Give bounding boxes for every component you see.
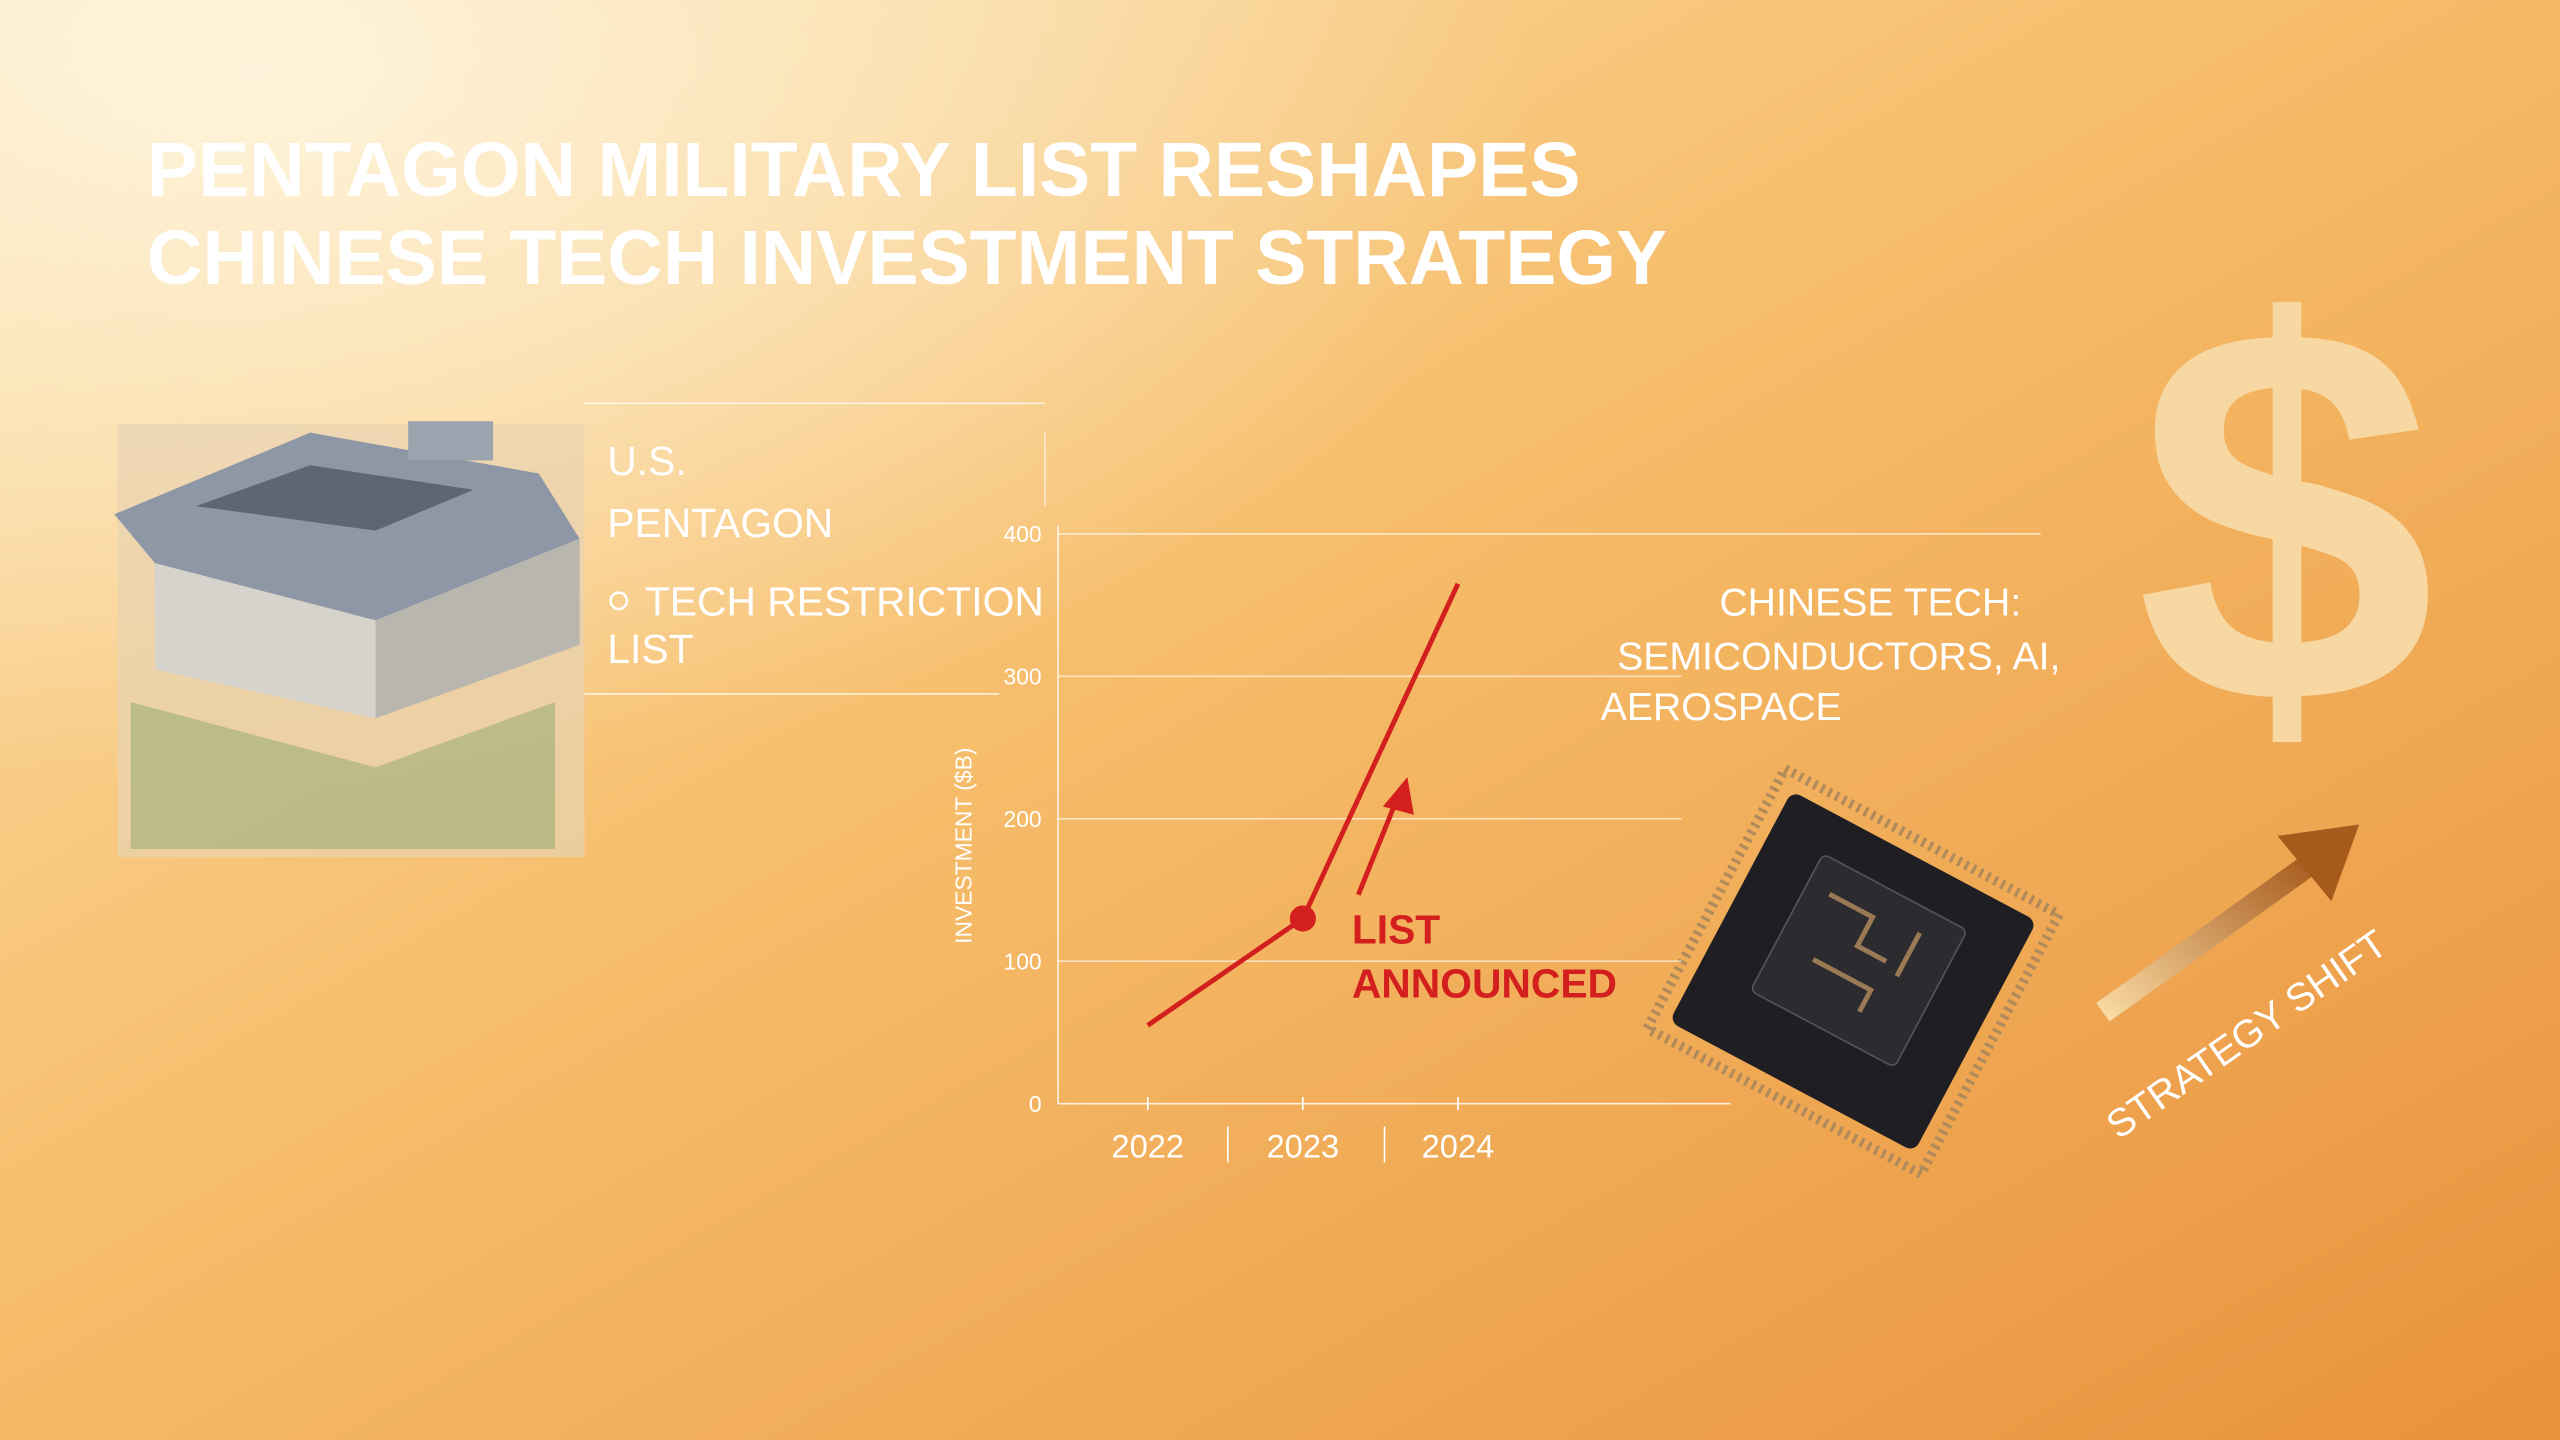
chart: INVESTMENT ($B) 0 100 200 300 400 2022 2023 202… <box>950 521 2041 1165</box>
x-tick-label: 2024 <box>1422 1128 1495 1165</box>
annotation-arrowhead <box>1382 777 1414 815</box>
x-tick-label: 2022 <box>1111 1128 1184 1165</box>
title-line: CHINESE TECH INVESTMENT STRATEGY <box>147 216 1667 301</box>
annotation-arrow <box>1356 792 1402 896</box>
label-line: PENTAGON <box>607 500 833 546</box>
title: PENTAGON MILITARY LIST RESHAPES CHINESE … <box>147 128 1667 301</box>
highlight-point <box>1289 905 1316 932</box>
bullet-line: TECH RESTRICTION <box>645 579 1044 625</box>
y-tick-label: 200 <box>1004 806 1042 832</box>
label-line: CHINESE TECH: <box>1719 582 2021 625</box>
strategy-arrow <box>2096 824 2360 1022</box>
chip-label: CHINESE TECH: SEMICONDUCTORS, AI, AEROSP… <box>1601 582 2061 729</box>
x-tick-label: 2023 <box>1267 1128 1340 1165</box>
y-axis-label: INVESTMENT ($B) <box>950 748 976 944</box>
y-tick-label: 400 <box>1004 521 1042 547</box>
y-tick-label: 300 <box>1004 663 1042 689</box>
label-line: AEROSPACE <box>1601 686 1842 729</box>
bullet <box>609 591 629 611</box>
label-line: SEMICONDUCTORS, AI, <box>1617 635 2060 678</box>
chip-illustration <box>1640 762 2066 1181</box>
pentagon-label: U.S. PENTAGON TECH RESTRICTION LIST <box>607 438 1043 672</box>
building-illustration <box>114 421 585 858</box>
dollar-symbol: $ <box>2136 215 2436 817</box>
y-tick-label: 100 <box>1004 948 1042 974</box>
title-line: PENTAGON MILITARY LIST RESHAPES <box>147 128 1581 213</box>
label-line: U.S. <box>607 438 686 484</box>
annotation: ANNOUNCED <box>1352 961 1617 1007</box>
bullet-line: LIST <box>607 626 693 672</box>
annotation: LIST <box>1352 907 1440 953</box>
y-tick-label: 0 <box>1029 1091 1042 1117</box>
